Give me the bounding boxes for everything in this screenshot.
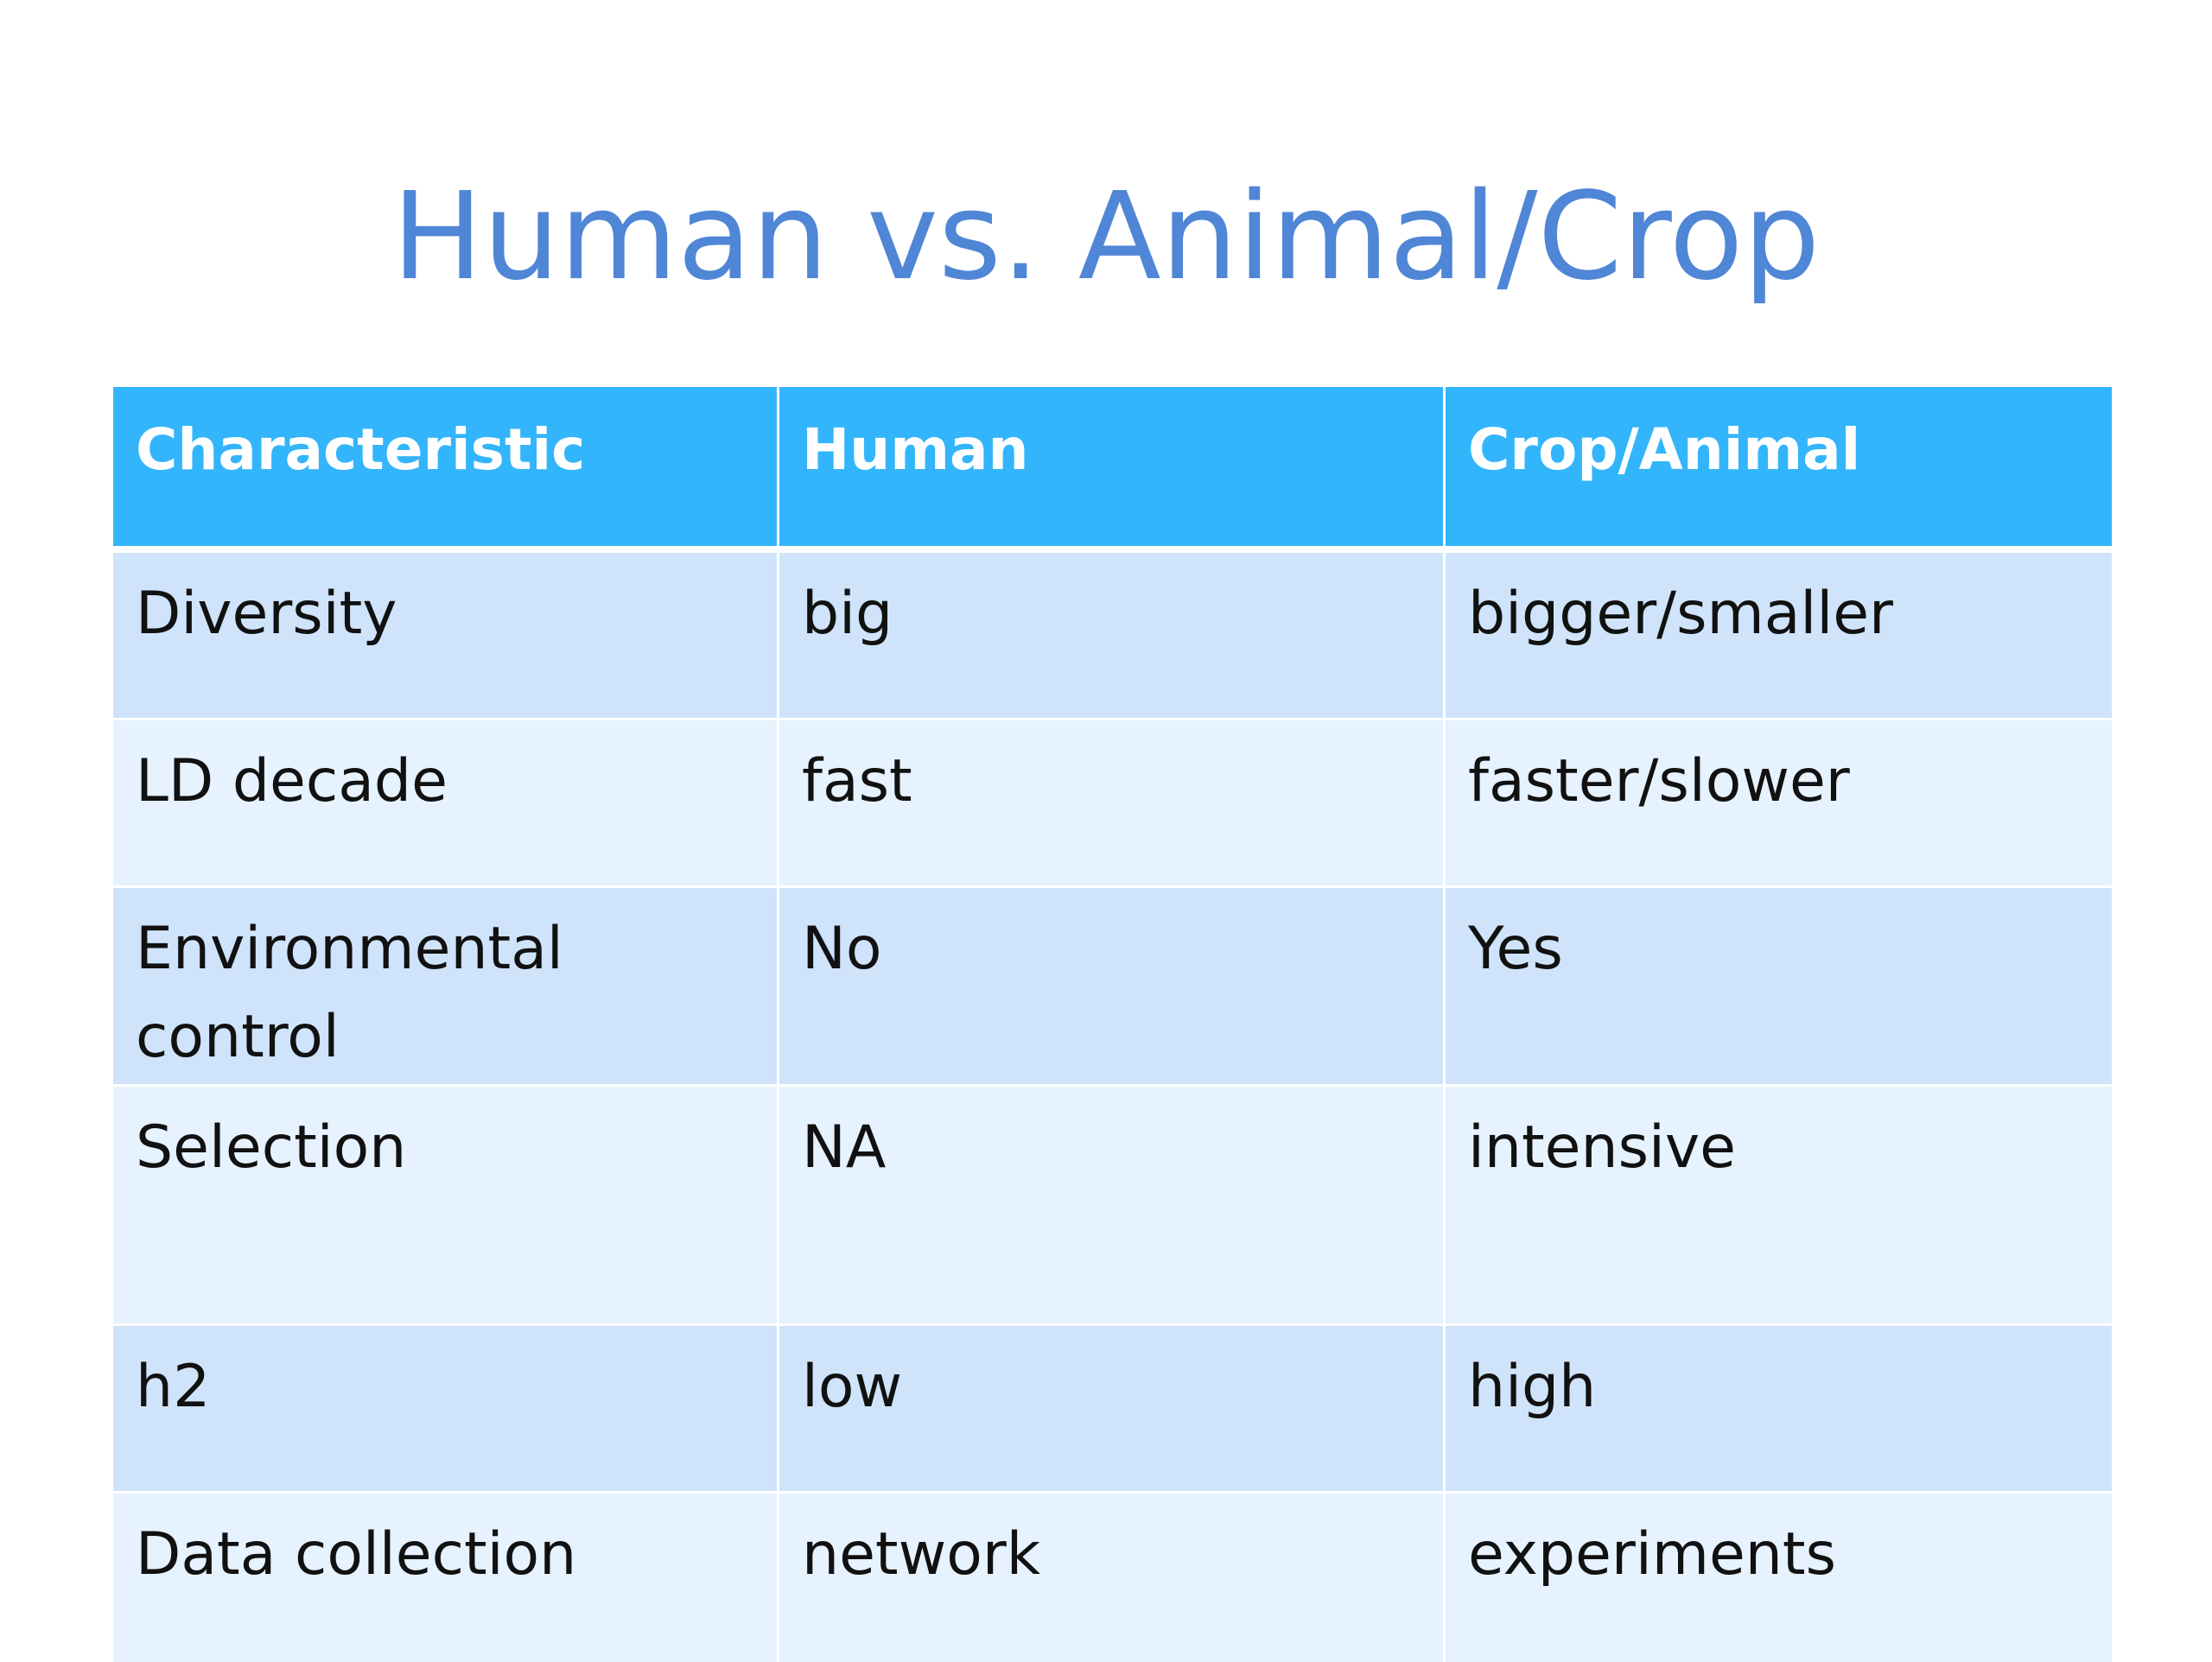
table-cell: fast (779, 720, 1446, 888)
table-row: Environmental control No Yes (113, 888, 2112, 1087)
comparison-table: Characteristic Human Crop/Animal Diversi… (113, 387, 2112, 1662)
table-row: h2 low high (113, 1326, 2112, 1494)
table-cell: No (779, 888, 1446, 1087)
table-cell: Diversity (113, 553, 779, 720)
header-cell-characteristic: Characteristic (113, 387, 779, 553)
table-row: Diversity big bigger/smaller (113, 553, 2112, 720)
table-header-row: Characteristic Human Crop/Animal (113, 387, 2112, 553)
table-cell: experiments (1446, 1494, 2112, 1662)
table-row: Data collection network experiments (113, 1494, 2112, 1662)
table-row: LD decade fast faster/slower (113, 720, 2112, 888)
table-cell: network (779, 1494, 1446, 1662)
table-cell: h2 (113, 1326, 779, 1494)
header-cell-crop-animal: Crop/Animal (1446, 387, 2112, 553)
table-cell: high (1446, 1326, 2112, 1494)
table-cell: low (779, 1326, 1446, 1494)
table-cell: bigger/smaller (1446, 553, 2112, 720)
table-cell: LD decade (113, 720, 779, 888)
header-cell-human: Human (779, 387, 1446, 553)
table-cell: Yes (1446, 888, 2112, 1087)
table-cell: Environmental control (113, 888, 779, 1087)
table-cell: intensive (1446, 1087, 2112, 1326)
slide-title: Human vs. Animal/Crop (391, 167, 1821, 308)
table-cell: faster/slower (1446, 720, 2112, 888)
table-cell: Selection (113, 1087, 779, 1326)
table-row: Selection NA intensive (113, 1087, 2112, 1326)
table-cell: big (779, 553, 1446, 720)
table-cell: NA (779, 1087, 1446, 1326)
table-cell: Data collection (113, 1494, 779, 1662)
